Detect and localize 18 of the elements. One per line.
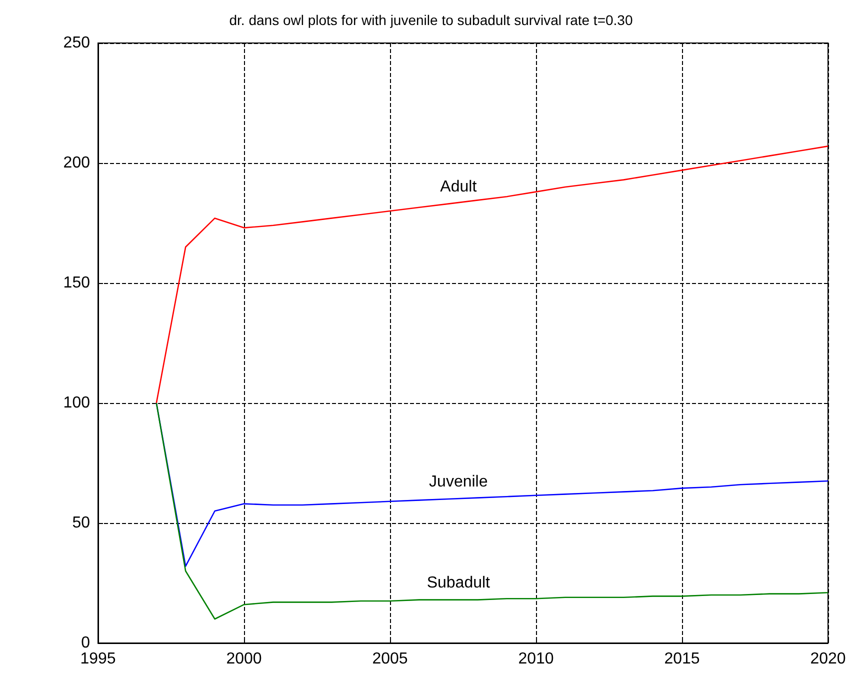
line-series bbox=[156, 146, 829, 404]
y-tick-label: 50 bbox=[72, 514, 90, 532]
series-label: Juvenile bbox=[429, 474, 488, 490]
y-tick-label: 100 bbox=[63, 394, 90, 412]
series-label: Subadult bbox=[426, 574, 491, 592]
series-label: Adult bbox=[440, 178, 478, 196]
line-series bbox=[156, 402, 829, 620]
x-tick-label: 2015 bbox=[664, 650, 700, 668]
chart-title: dr. dans owl plots for with juvenile to subadult survival rate t=0.30 bbox=[229, 12, 633, 28]
x-tick-label: 2010 bbox=[518, 650, 554, 668]
y-tick-label: 150 bbox=[63, 274, 90, 292]
x-tick-label: 2005 bbox=[372, 650, 408, 668]
x-tick-label: 1995 bbox=[80, 650, 116, 668]
y-tick-label: 0 bbox=[81, 634, 90, 652]
y-tick-label: 250 bbox=[63, 34, 90, 52]
y-tick-label: 200 bbox=[63, 154, 90, 172]
x-tick-label: 2000 bbox=[226, 650, 262, 668]
x-tick-label: 2020 bbox=[810, 650, 846, 668]
